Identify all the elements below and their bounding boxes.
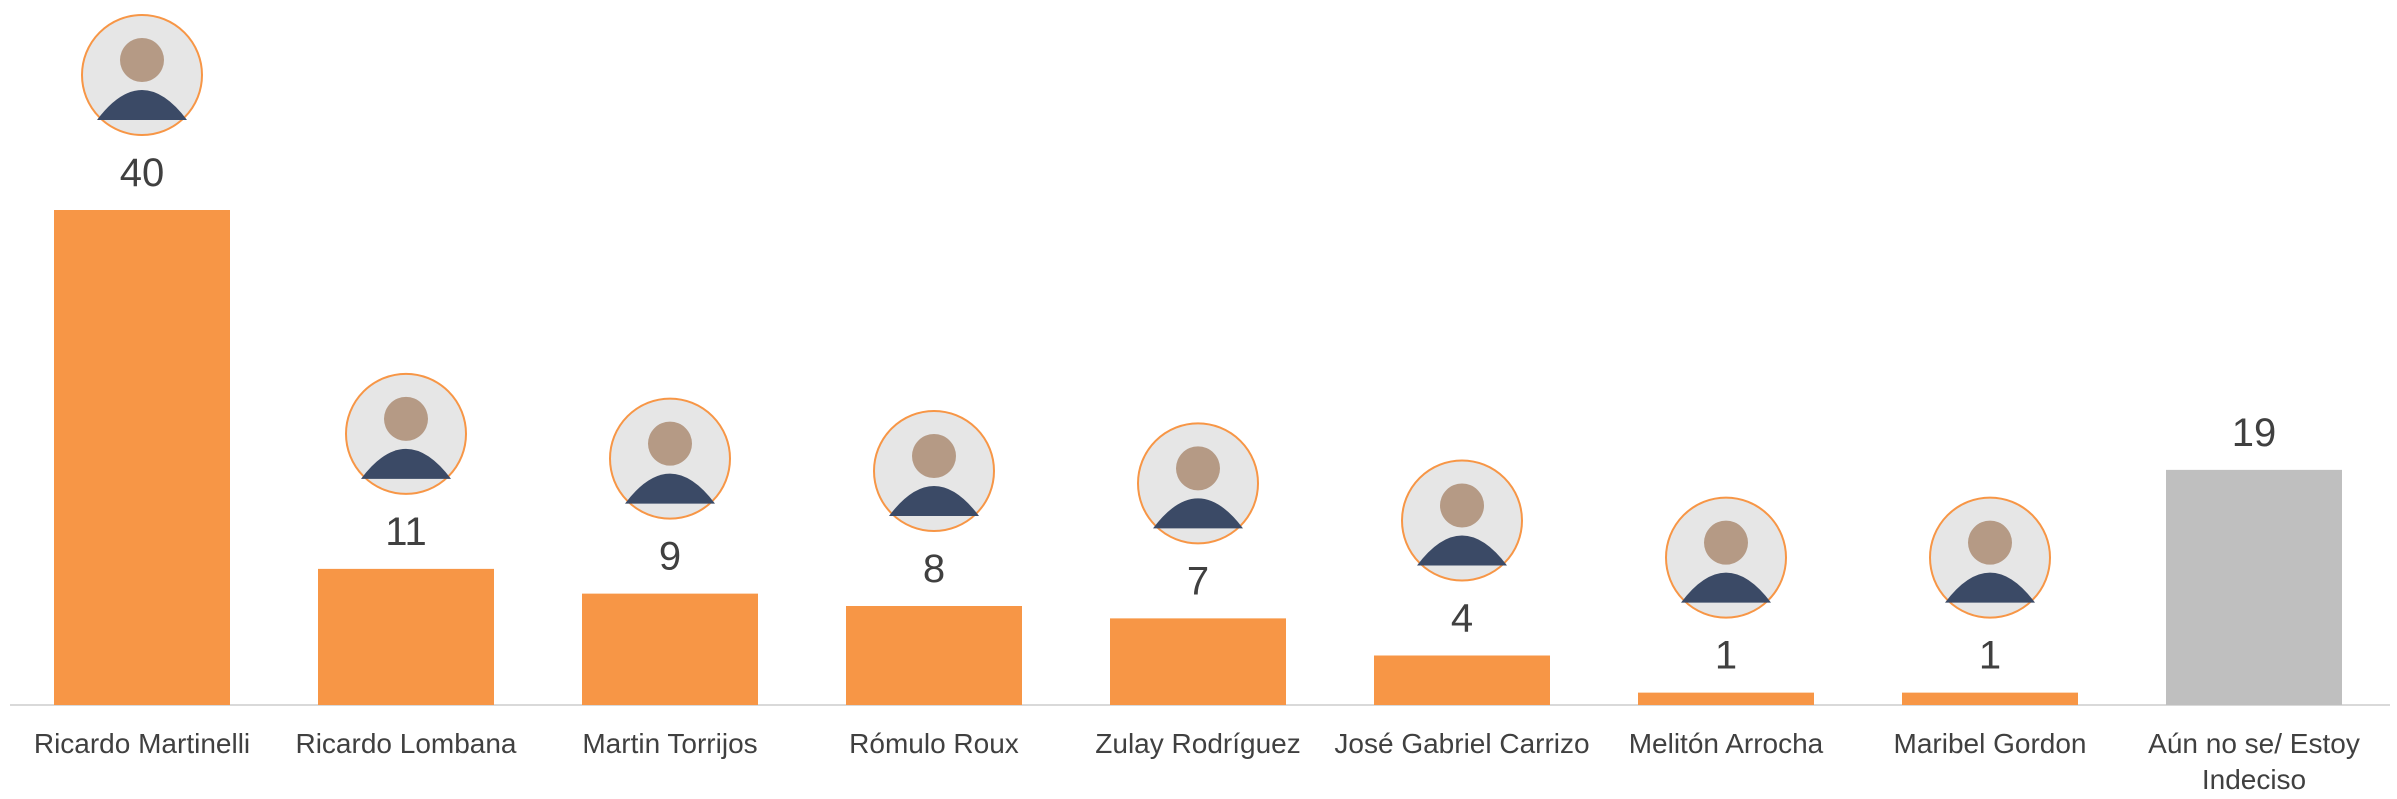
bar	[318, 568, 494, 705]
value-label: 9	[659, 535, 681, 579]
photo-body	[361, 448, 451, 479]
photo-body	[1417, 535, 1507, 566]
photo-body	[1153, 498, 1243, 529]
bar	[1902, 692, 2078, 705]
category-label: Maribel Gordon	[1893, 728, 2087, 759]
category-label: Ricardo Martinelli	[33, 728, 251, 759]
photo-head	[912, 434, 956, 478]
photo-body	[625, 473, 715, 504]
photo-head	[1704, 520, 1748, 565]
category-label: Martin Torrijos	[582, 728, 758, 759]
bar	[1638, 692, 1814, 705]
category-label: Melitón Arrocha	[1628, 728, 1824, 759]
value-label: 8	[923, 547, 945, 591]
category-label: Zulay Rodríguez	[1095, 728, 1301, 759]
photo-body	[1945, 572, 2035, 603]
photo-head	[384, 396, 428, 441]
bar	[582, 593, 758, 705]
category-label: Aún no se/ Estoy Indeciso	[2148, 728, 2360, 795]
category-label: José Gabriel Carrizo	[1334, 728, 1590, 759]
bar	[846, 606, 1022, 705]
photo-body	[97, 90, 187, 120]
category-label: Rómulo Roux	[849, 728, 1019, 759]
value-label: 1	[1979, 634, 2001, 678]
bar	[1374, 655, 1550, 705]
category-label: Ricardo Lombana	[295, 728, 517, 759]
photo-head	[648, 421, 692, 466]
photo-head	[1968, 520, 2012, 565]
value-label: 40	[120, 151, 165, 195]
value-label: 19	[2232, 411, 2277, 455]
photo-head	[1440, 483, 1484, 528]
photo-body	[889, 486, 979, 516]
photo-head	[120, 38, 164, 82]
value-label: 11	[385, 510, 427, 554]
photo-head	[1176, 446, 1220, 491]
bar	[2166, 469, 2342, 705]
bar	[1110, 618, 1286, 705]
value-label: 1	[1715, 634, 1737, 678]
bar	[54, 210, 230, 705]
photo-body	[1681, 572, 1771, 603]
value-label: 4	[1451, 597, 1473, 641]
value-label: 7	[1187, 559, 1209, 603]
